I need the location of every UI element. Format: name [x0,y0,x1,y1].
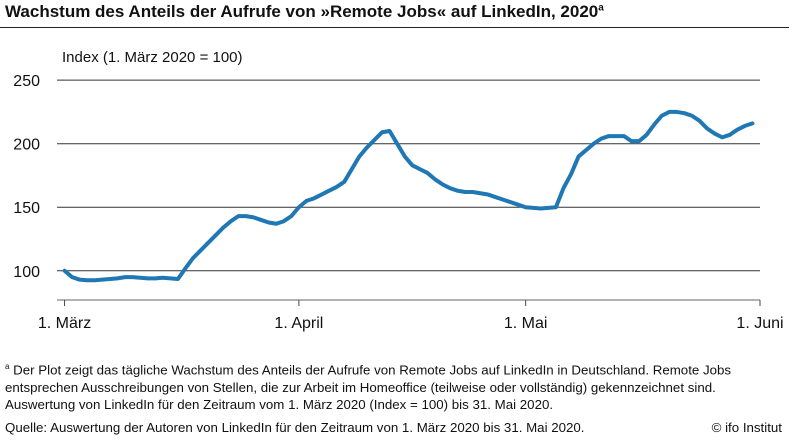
y-tick-label: 150 [13,200,40,217]
footnote: a Der Plot zeigt das tägliche Wachstum d… [5,358,775,414]
source-text: Quelle: Auswertung der Autoren von Linke… [5,420,585,435]
credit-text: © ifo Institut [711,420,782,435]
x-tick-label: 1. Mai [504,315,548,332]
y-tick-label: 100 [13,264,40,281]
chart-title: Wachstum des Anteils der Aufrufe von »Re… [5,2,604,21]
title-divider [0,27,789,28]
y-axis-ticks: 100 150 200 250 [13,73,40,281]
footnote-marker: a [5,362,10,371]
x-tick-label: 1. April [274,315,323,332]
footnote-marker: a [598,2,604,14]
x-tick-label: 1. Juni [736,315,783,332]
x-axis: 1. März 1. April 1. Mai 1. Juni [38,299,784,332]
series-line [62,109,755,283]
y-tick-label: 200 [13,137,40,154]
y-axis-label: Index (1. März 2020 = 100) [62,49,243,66]
x-tick-label: 1. März [38,315,91,332]
footnote-text: Der Plot zeigt das tägliche Wachstum des… [5,362,732,413]
gridlines [57,79,760,272]
line-chart: 100 150 200 250 1. März 1. April 1. Mai 1. Jun… [13,49,784,332]
y-tick-label: 250 [13,73,40,90]
